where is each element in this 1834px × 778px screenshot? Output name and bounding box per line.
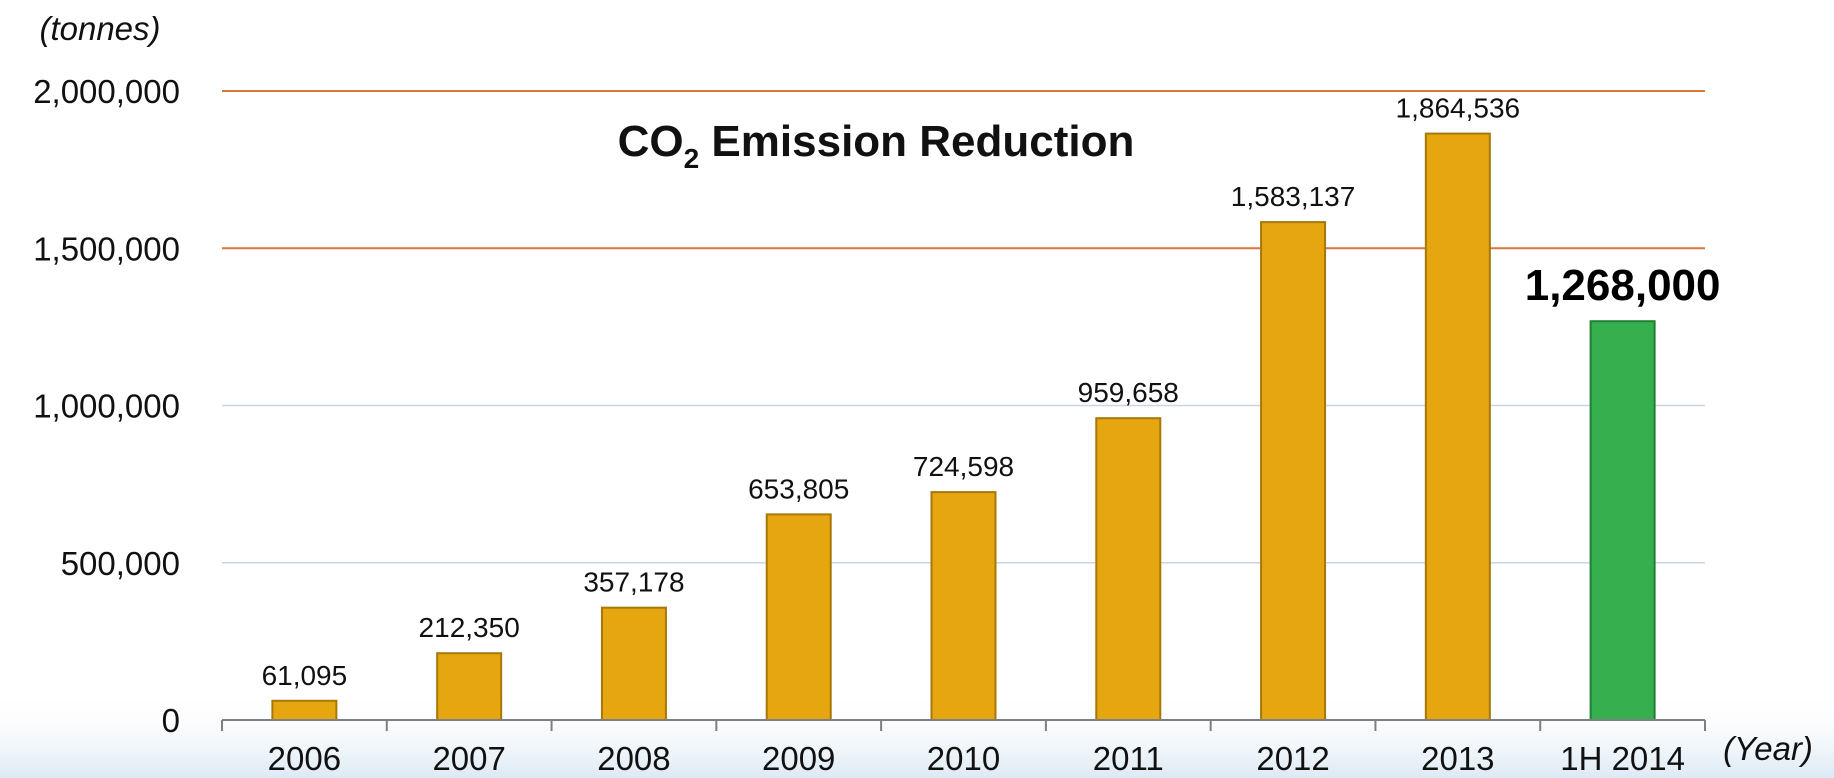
bar-2007 [436,652,503,722]
bar-2013 [1424,132,1491,721]
bar-2012 [1260,221,1327,721]
y-tick-label: 1,000,000 [33,388,180,425]
value-label: 959,658 [1078,377,1179,408]
value-label: 724,598 [913,451,1014,482]
y-tick-label: 1,500,000 [33,230,180,267]
x-tick-label: 2007 [432,740,505,777]
x-axis-tick-labels: 2006 2007 2008 2009 2010 2011 2012 2013 1H 2014 [268,740,1685,777]
y-tick-label: 2,000,000 [33,73,180,110]
value-label: 212,350 [419,612,520,643]
x-axis [221,719,1706,731]
x-tick-label: 2009 [762,740,835,777]
value-label: 653,805 [748,473,849,504]
value-label: 1,268,000 [1525,261,1721,310]
bar-2010 [930,491,997,721]
bar-2006 [271,699,338,722]
x-tick-label: 2013 [1421,740,1494,777]
bar-2008 [600,606,667,722]
x-tick-label: 2010 [927,740,1000,777]
bar-2011 [1095,417,1162,721]
y-tick-label: 0 [162,702,180,739]
value-label: 61,095 [262,660,348,691]
value-label: 1,583,137 [1231,181,1356,212]
x-tick-label: 1H 2014 [1560,740,1685,777]
chart-title-subscript: 2 [684,143,700,174]
x-tick-label: 2008 [597,740,670,777]
y-tick-label: 500,000 [61,545,180,582]
chart-title-suffix: Emission Reduction [699,117,1134,166]
bar-1h-2014 [1589,320,1656,721]
x-tick-label: 2011 [1093,740,1164,777]
y-axis-tick-labels: 0 500,000 1,000,000 1,500,000 2,000,000 [33,73,180,739]
chart-title: CO2 Emission Reduction [618,117,1135,174]
value-label: 1,864,536 [1396,93,1521,124]
bar-2009 [765,513,832,722]
x-axis-unit-label: (Year) [1723,730,1813,767]
value-labels: 61,095 212,350 357,178 653,805 724,598 959,65… [262,93,1721,691]
chart-title-prefix: CO [618,117,684,166]
value-label: 357,178 [583,567,684,598]
x-tick-label: 2012 [1256,740,1329,777]
x-tick-label: 2006 [268,740,341,777]
y-axis-unit-label: (tonnes) [39,10,160,47]
